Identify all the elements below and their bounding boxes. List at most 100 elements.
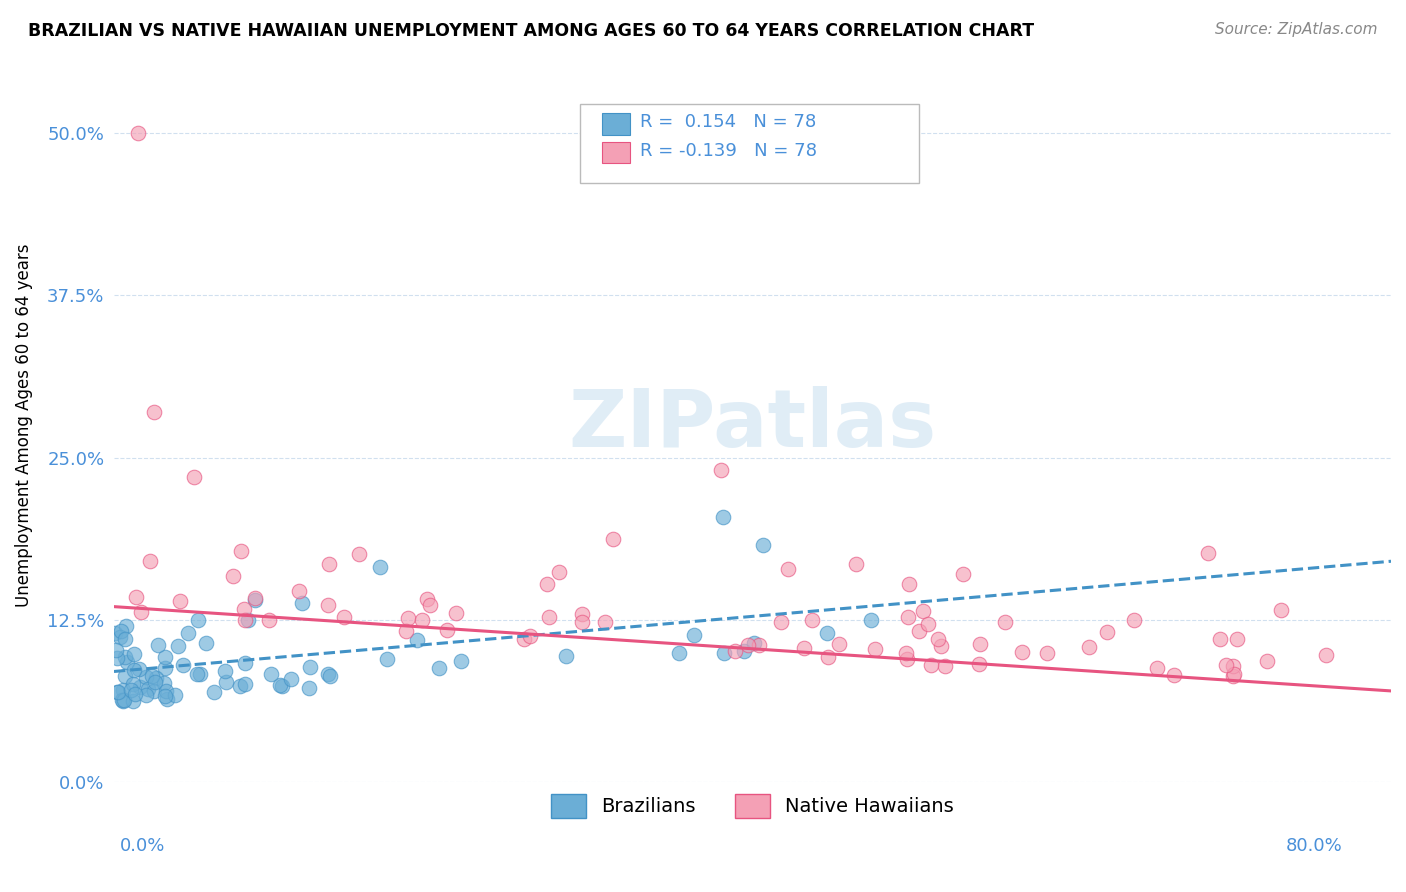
Point xyxy=(124,687,146,701)
Point xyxy=(124,663,146,677)
Text: 80.0%: 80.0% xyxy=(1286,837,1343,855)
Point xyxy=(114,669,136,683)
Point xyxy=(153,661,176,675)
Text: BRAZILIAN VS NATIVE HAWAIIAN UNEMPLOYMENT AMONG AGES 60 TO 64 YEARS CORRELATION : BRAZILIAN VS NATIVE HAWAIIAN UNEMPLOYMEN… xyxy=(28,22,1035,40)
Point xyxy=(259,613,281,627)
Point xyxy=(1036,646,1059,660)
Text: Source: ZipAtlas.com: Source: ZipAtlas.com xyxy=(1215,22,1378,37)
Point xyxy=(969,637,991,651)
Point xyxy=(214,664,236,678)
Point xyxy=(318,666,340,681)
Bar xyxy=(602,142,630,163)
Point xyxy=(172,658,194,673)
Point xyxy=(709,463,731,477)
Point xyxy=(105,651,128,665)
Point xyxy=(129,605,152,619)
Text: R = -0.139   N = 78: R = -0.139 N = 78 xyxy=(640,142,817,160)
Point xyxy=(436,624,458,638)
Point xyxy=(115,618,138,632)
Point xyxy=(111,692,134,706)
Point xyxy=(202,684,225,698)
Point xyxy=(187,613,209,627)
Point xyxy=(713,646,735,660)
Point xyxy=(1315,648,1337,662)
Point xyxy=(122,648,145,662)
FancyBboxPatch shape xyxy=(581,104,918,183)
Point xyxy=(288,584,311,599)
Point xyxy=(153,689,176,703)
Point xyxy=(929,639,952,653)
Point xyxy=(1222,659,1244,673)
Point xyxy=(298,681,321,695)
Point xyxy=(291,595,314,609)
Point xyxy=(1163,668,1185,682)
Point xyxy=(952,566,974,581)
Bar xyxy=(602,113,630,135)
Point xyxy=(114,693,136,707)
Point xyxy=(108,630,131,644)
Point xyxy=(793,641,815,656)
Point xyxy=(143,684,166,698)
Point xyxy=(243,591,266,605)
Point xyxy=(571,607,593,621)
Point xyxy=(1270,603,1292,617)
Point xyxy=(222,568,245,582)
Point xyxy=(122,694,145,708)
Point xyxy=(737,638,759,652)
Point xyxy=(316,598,339,612)
Point xyxy=(176,626,198,640)
Point xyxy=(450,654,472,668)
Point xyxy=(538,610,561,624)
Point xyxy=(897,577,920,591)
Legend: Brazilians, Native Hawaiians: Brazilians, Native Hawaiians xyxy=(543,786,962,825)
Point xyxy=(1256,654,1278,668)
Point xyxy=(548,566,571,580)
Point xyxy=(419,598,441,612)
Point xyxy=(122,677,145,691)
Point xyxy=(104,626,127,640)
Y-axis label: Unemployment Among Ages 60 to 64 years: Unemployment Among Ages 60 to 64 years xyxy=(15,244,32,607)
Point xyxy=(143,675,166,690)
Point xyxy=(233,613,256,627)
Point xyxy=(769,615,792,630)
Point xyxy=(778,562,800,576)
Point xyxy=(555,648,578,663)
Point xyxy=(375,652,398,666)
Point xyxy=(153,675,176,690)
Point xyxy=(894,647,917,661)
Point xyxy=(917,617,939,632)
Point xyxy=(967,657,990,671)
Point xyxy=(114,632,136,646)
Point xyxy=(411,613,433,627)
Point xyxy=(368,559,391,574)
Point xyxy=(396,611,419,625)
Point xyxy=(927,632,949,646)
Point xyxy=(163,688,186,702)
Point xyxy=(233,656,256,670)
Point xyxy=(911,604,934,618)
Point xyxy=(668,646,690,660)
Point xyxy=(683,628,706,642)
Point xyxy=(260,666,283,681)
Point xyxy=(513,632,536,647)
Point xyxy=(1223,667,1246,681)
Text: R =  0.154   N = 78: R = 0.154 N = 78 xyxy=(640,113,817,131)
Point xyxy=(236,613,259,627)
Point xyxy=(136,681,159,696)
Point xyxy=(994,615,1017,629)
Point xyxy=(107,685,129,699)
Point xyxy=(896,652,918,666)
Point xyxy=(155,684,177,698)
Point xyxy=(595,615,617,629)
Point xyxy=(114,649,136,664)
Point xyxy=(195,636,218,650)
Point xyxy=(145,672,167,686)
Point xyxy=(155,650,177,665)
Point xyxy=(183,470,205,484)
Point xyxy=(112,694,135,708)
Point xyxy=(519,629,541,643)
Point xyxy=(269,678,291,692)
Point xyxy=(1095,625,1118,640)
Point xyxy=(444,606,467,620)
Point xyxy=(748,638,770,652)
